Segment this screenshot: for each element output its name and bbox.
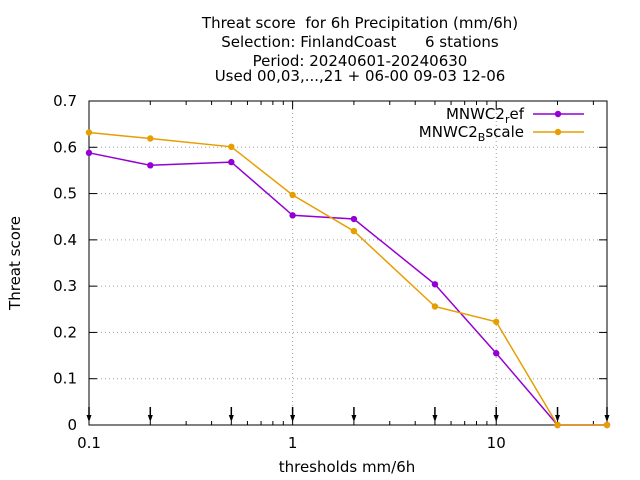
series-1-point	[289, 212, 296, 219]
y-tick-label: 0.5	[53, 185, 77, 203]
chart-title-line-3: Period: 20240601-20240630	[252, 52, 468, 70]
legend-label-1: MNWC2ref	[446, 105, 525, 126]
legend-label-base: MNWC2	[419, 123, 478, 141]
series-1-point	[85, 149, 93, 157]
threshold-marker-arrowhead	[555, 415, 561, 422]
series-2-point	[493, 318, 500, 325]
legend-label-subscript: B	[478, 131, 486, 144]
y-tick-label: 0.1	[53, 370, 77, 388]
series-1-point	[431, 281, 439, 288]
legend-label-rest: scale	[485, 123, 524, 141]
legend-label-2: MNWC2Bscale	[419, 123, 524, 144]
series-2-point	[289, 191, 296, 199]
series-2-point	[85, 129, 93, 136]
x-axis-label: thresholds mm/6h	[279, 458, 416, 476]
plot-frame	[88, 100, 608, 426]
threshold-marker-arrowhead	[351, 415, 357, 422]
legend-swatch-point-2	[554, 128, 562, 136]
series-2-point	[431, 303, 439, 310]
chart-title-line-4: Used 00,03,...,21 + 06-00 09-03 12-06	[214, 67, 506, 85]
series-line-2	[88, 131, 607, 426]
threshold-marker-arrowhead	[228, 415, 234, 422]
series-1-point	[493, 350, 500, 357]
legend-label-subscript: r	[505, 113, 510, 126]
y-tick-label: 0.4	[53, 231, 77, 249]
y-tick-label: 0.6	[53, 138, 77, 156]
series-2-point	[350, 227, 358, 235]
series-2-point	[554, 421, 561, 429]
x-tick-label: 1	[288, 434, 298, 452]
y-tick-label: 0.7	[53, 92, 77, 110]
series-1-point	[147, 162, 154, 169]
series-2-point	[147, 135, 154, 142]
series	[85, 129, 611, 429]
y-axis-label: Threat score	[6, 216, 24, 311]
y-tick-label: 0.2	[53, 323, 77, 341]
legend-label-rest: ef	[509, 105, 524, 123]
series-1-point	[350, 215, 358, 223]
legend-swatch-point-1	[554, 110, 562, 118]
series-1-point	[228, 158, 235, 166]
y-tick-label: 0	[67, 416, 77, 434]
x-tick-label: 0.1	[77, 434, 101, 452]
series-2-point	[603, 421, 611, 429]
chart-title-line-2: Selection: FinlandCoast 6 stations	[221, 33, 499, 51]
chart-title-line-1: Threat score for 6h Precipitation (mm/6h…	[201, 14, 519, 32]
axes: 00.10.20.30.40.50.60.70.1 1 10	[53, 92, 608, 452]
series-2-point	[228, 143, 235, 151]
threshold-markers	[86, 407, 610, 422]
threshold-marker-arrowhead	[432, 415, 438, 422]
threshold-marker-arrowhead	[147, 415, 153, 422]
legend-label-base: MNWC2	[446, 105, 505, 123]
y-tick-label: 0.3	[53, 277, 77, 295]
x-tick-label: 10	[487, 434, 506, 452]
